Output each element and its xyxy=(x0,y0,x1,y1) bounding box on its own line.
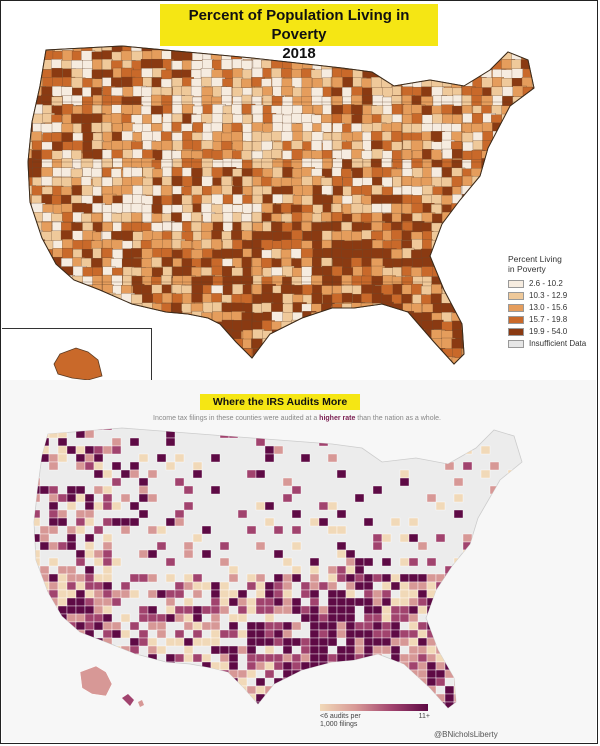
legend-label-3: 13.0 - 15.6 xyxy=(529,303,568,312)
poverty-panel: Percent of Population Living in Poverty … xyxy=(2,2,598,382)
hawaii-audits-2 xyxy=(138,700,144,707)
legend-swatch-6 xyxy=(508,339,524,348)
credit-text: @BNicholsLiberty xyxy=(434,730,498,739)
legend-row-3: 13.0 - 15.6 xyxy=(508,302,598,313)
irs-audit-description: Income tax filings in these counties wer… xyxy=(152,414,442,424)
irs-audit-map xyxy=(33,427,523,709)
poverty-map-title: Percent of Population Living in Poverty … xyxy=(160,4,438,62)
poverty-map xyxy=(27,45,535,381)
audit-legend-low: <6 audits per 1,000 filings xyxy=(320,713,361,728)
legend-label-2: 10.3 - 12.9 xyxy=(529,291,568,300)
desc-highlight: higher rate xyxy=(319,415,356,422)
legend-label-6: Insufficient Data xyxy=(529,339,587,348)
legend-swatch-5 xyxy=(508,327,524,336)
legend-swatch-2 xyxy=(508,291,524,300)
legend-row-2: 10.3 - 12.9 xyxy=(508,290,598,301)
legend-label-4: 15.7 - 19.8 xyxy=(529,315,568,324)
audit-legend-gradient xyxy=(320,704,428,711)
legend-label-5: 19.9 - 54.0 xyxy=(529,327,568,336)
poverty-legend: Percent Living in Poverty 2.6 - 10.2 10.… xyxy=(508,254,598,350)
legend-swatch-1 xyxy=(508,279,524,288)
alaska-inset-frame xyxy=(2,328,152,382)
poverty-title-year: 2018 xyxy=(282,45,316,62)
irs-audit-panel: Where the IRS Audits More Income tax fil… xyxy=(2,380,596,742)
desc-post: than the nation as a whole. xyxy=(355,415,441,422)
legend-row-1: 2.6 - 10.2 xyxy=(508,278,598,289)
desc-pre: Income tax filings in these counties wer… xyxy=(153,415,320,422)
alaska-audits xyxy=(79,665,113,697)
irs-audit-title: Where the IRS Audits More xyxy=(200,394,360,410)
hawaii-audits xyxy=(122,694,134,706)
legend-row-4: 15.7 - 19.8 xyxy=(508,314,598,325)
alaska-inset-poverty xyxy=(53,347,103,381)
legend-swatch-3 xyxy=(508,303,524,312)
legend-swatch-4 xyxy=(508,315,524,324)
legend-label-1: 2.6 - 10.2 xyxy=(529,279,563,288)
legend-row-6: Insufficient Data xyxy=(508,338,598,349)
poverty-title-text: Percent of Population Living in Poverty xyxy=(188,7,410,43)
poverty-legend-title: Percent Living in Poverty xyxy=(508,254,562,274)
audit-legend-high: 11+ xyxy=(418,713,430,720)
audit-legend: <6 audits per 1,000 filings 11+ xyxy=(320,704,430,729)
legend-row-5: 19.9 - 54.0 xyxy=(508,326,598,337)
